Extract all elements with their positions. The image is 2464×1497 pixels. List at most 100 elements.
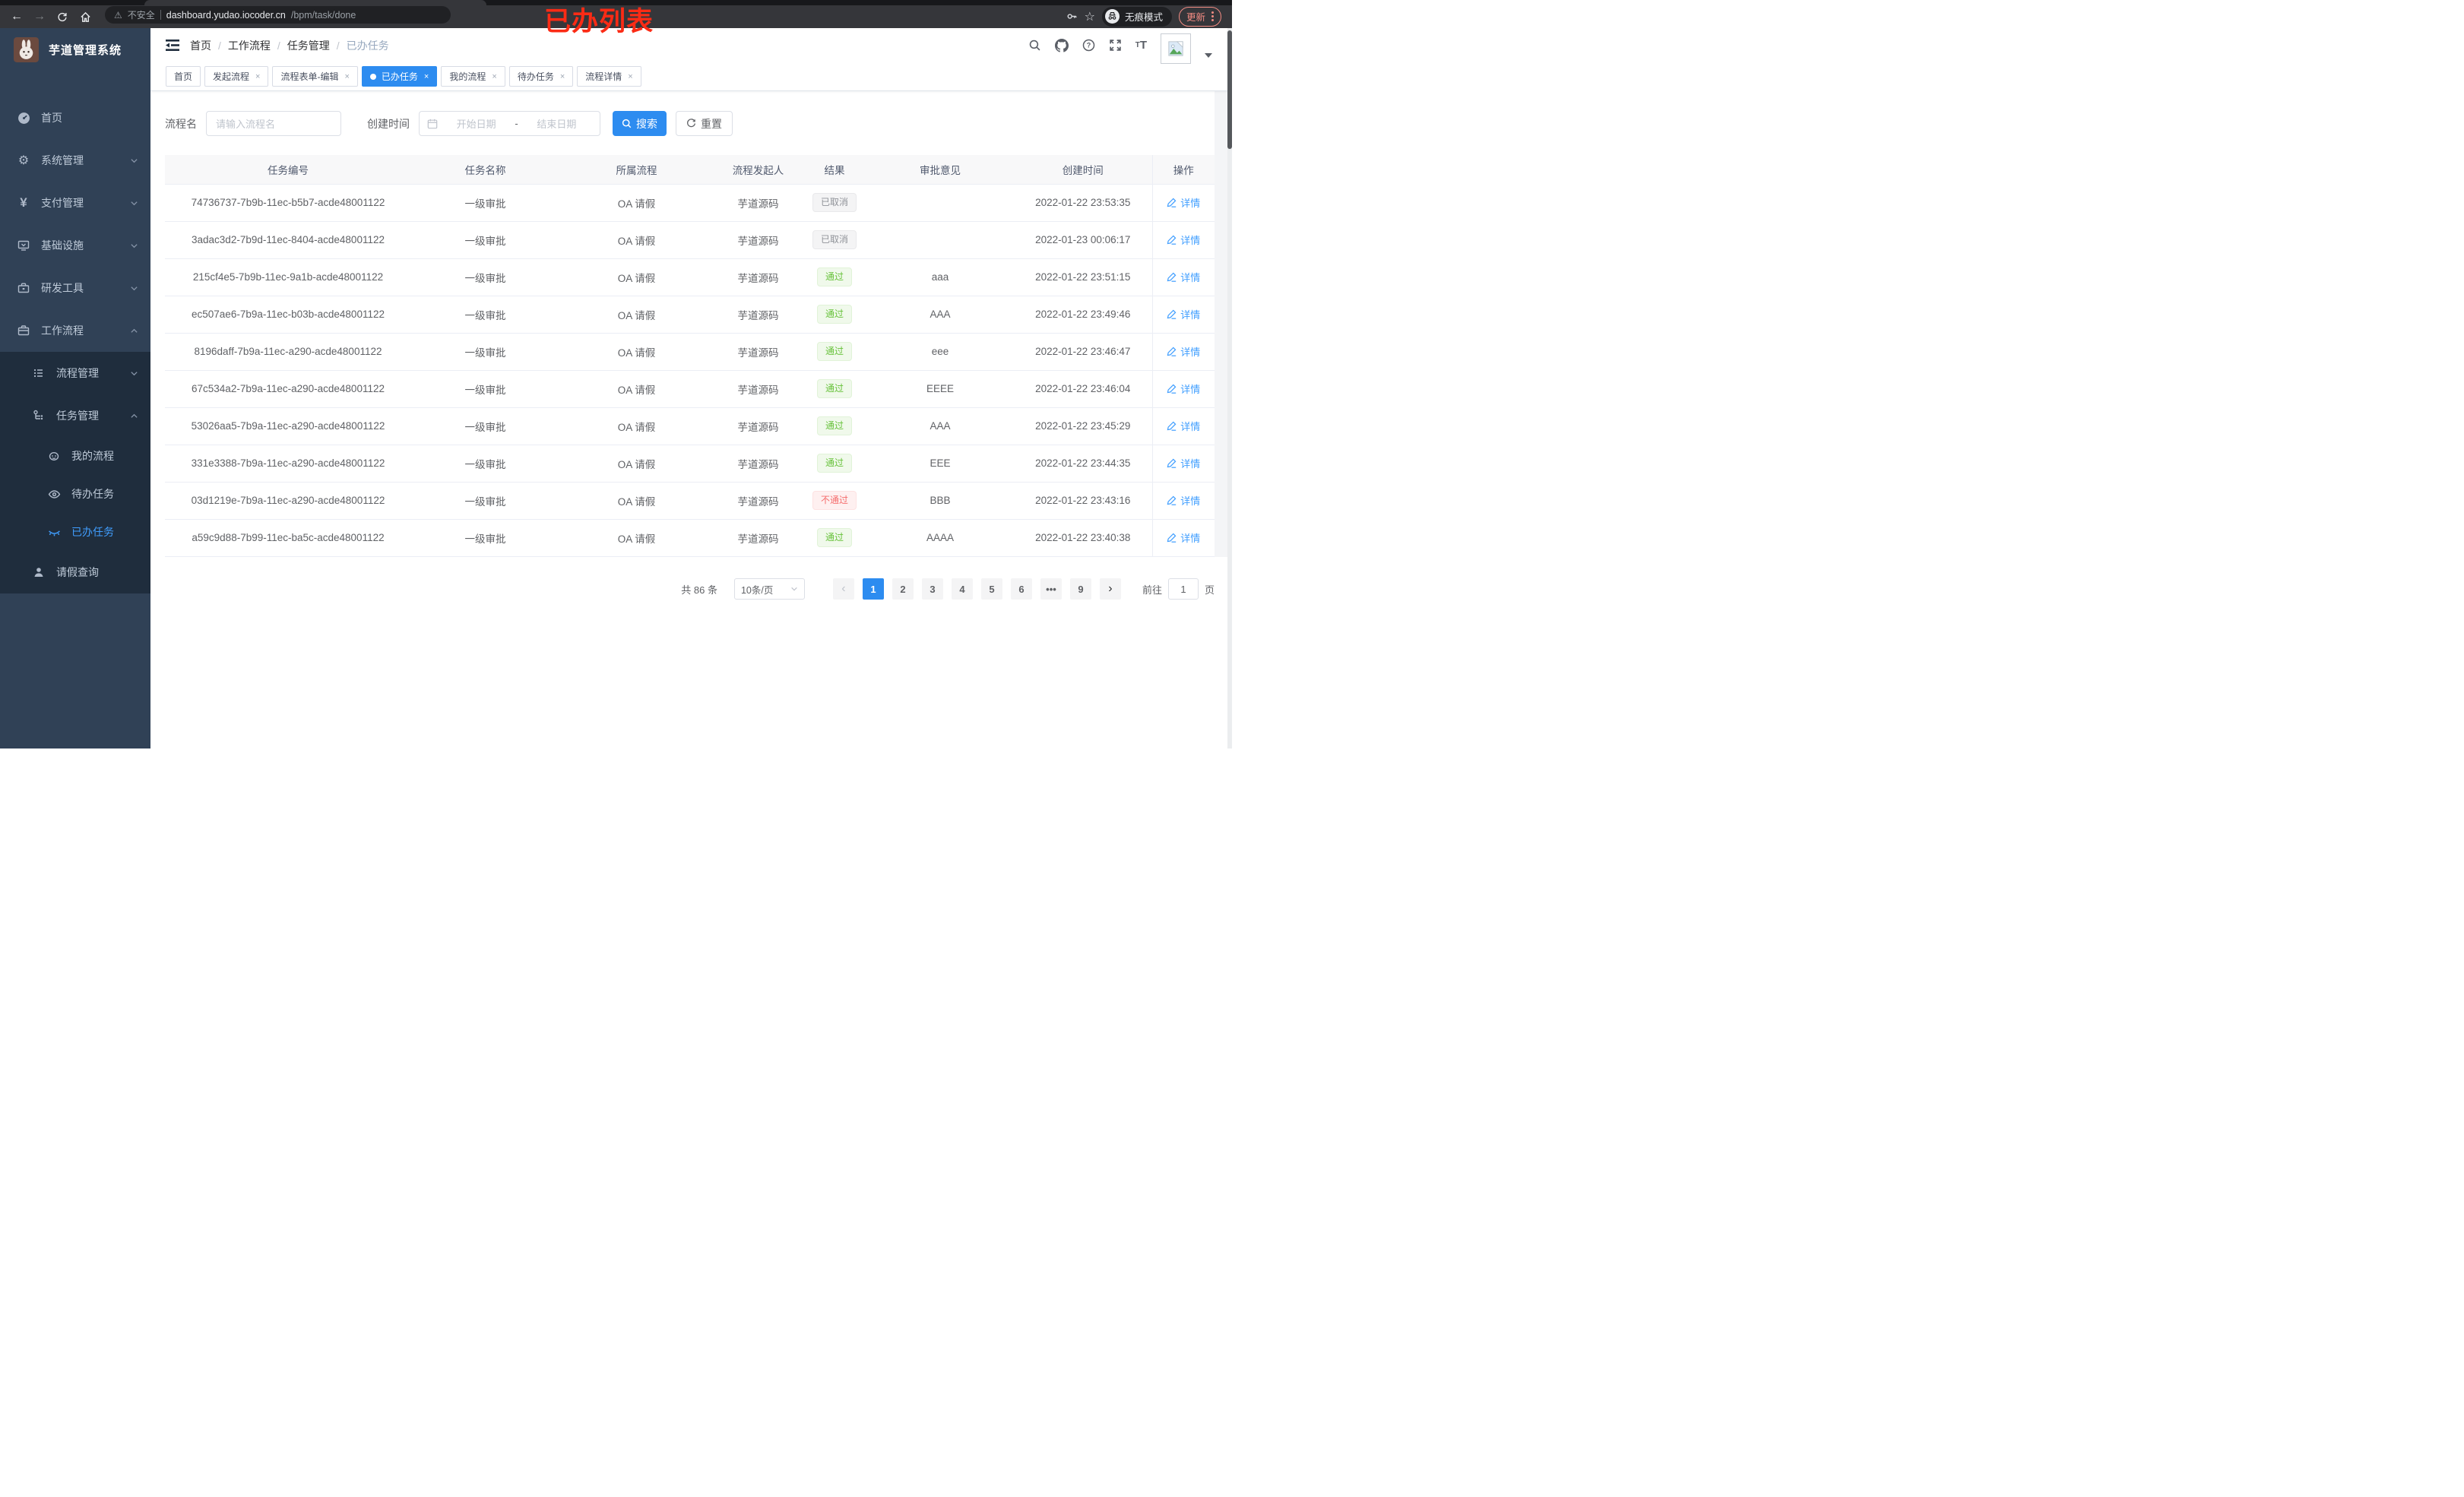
detail-link[interactable]: 详情 [1167, 456, 1200, 470]
incognito-icon [1104, 9, 1120, 24]
table-row: 03d1219e-7b9a-11ec-a290-acde48001122 一级审… [165, 482, 1215, 520]
detail-link[interactable]: 详情 [1167, 493, 1200, 508]
page-number-button[interactable]: 4 [951, 578, 973, 600]
fullscreen-icon[interactable] [1109, 39, 1122, 52]
cell-result: 通过 [803, 519, 866, 557]
close-icon[interactable] [424, 72, 429, 81]
bookmark-star-icon[interactable]: ☆ [1084, 10, 1095, 24]
sidebar-item-process-mgmt[interactable]: 流程管理 [0, 352, 150, 394]
sidebar-item-my-process[interactable]: 我的流程 [0, 437, 150, 475]
close-icon[interactable] [560, 72, 565, 81]
date-range-input[interactable]: 开始日期 - 结束日期 [419, 111, 600, 136]
breadcrumb-task-mgmt[interactable]: 任务管理 [287, 38, 347, 53]
cell-create-time: 2022-01-22 23:40:38 [1014, 519, 1152, 557]
edit-pen-icon [1167, 533, 1177, 543]
sidebar-collapse-icon[interactable] [166, 39, 179, 52]
reset-button[interactable]: 重置 [676, 111, 733, 136]
close-icon[interactable] [255, 72, 260, 81]
end-date-placeholder: 结束日期 [537, 119, 577, 130]
gear-icon: ⚙ [17, 154, 30, 167]
page-number-button[interactable]: 3 [921, 578, 943, 600]
cell-starter: 芋道源码 [714, 296, 803, 334]
close-icon[interactable] [628, 72, 632, 81]
close-icon[interactable] [492, 72, 496, 81]
back-icon[interactable]: ← [11, 10, 23, 23]
view-tab[interactable]: 已办任务 [361, 66, 438, 87]
detail-link[interactable]: 详情 [1167, 419, 1200, 433]
view-tab[interactable]: 首页 [166, 66, 201, 87]
sidebar-item-infrastructure[interactable]: 基础设施 [0, 224, 150, 267]
result-badge: 通过 [816, 379, 852, 398]
cell-starter: 芋道源码 [714, 370, 803, 408]
page-number-button[interactable]: ••• [1040, 578, 1062, 600]
table-header-row: 任务编号 任务名称 所属流程 流程发起人 结果 审批意见 创建时间 操作 [165, 155, 1215, 185]
browser-update-button[interactable]: 更新 [1178, 6, 1221, 27]
cell-create-time: 2022-01-22 23:46:04 [1014, 370, 1152, 408]
chevron-down-icon [130, 284, 138, 293]
github-icon[interactable] [1054, 38, 1069, 52]
cell-actions: 详情 [1151, 296, 1215, 334]
sidebar-item-done-tasks[interactable]: 已办任务 [0, 513, 150, 551]
detail-link[interactable]: 详情 [1167, 344, 1200, 359]
sidebar-item-payment[interactable]: ¥ 支付管理 [0, 182, 150, 224]
avatar[interactable] [1161, 33, 1191, 64]
avatar-dropdown-icon[interactable] [1205, 52, 1212, 58]
browser-menu-icon[interactable] [1211, 11, 1214, 21]
page-scrollbar[interactable] [1227, 28, 1232, 748]
sidebar-item-system[interactable]: ⚙ 系统管理 [0, 139, 150, 182]
detail-link[interactable]: 详情 [1167, 195, 1200, 210]
next-page-button[interactable]: › [1099, 578, 1121, 600]
view-tab[interactable]: 待办任务 [508, 66, 574, 87]
detail-link[interactable]: 详情 [1167, 530, 1200, 545]
view-tab[interactable]: 流程表单-编辑 [272, 66, 358, 87]
close-icon[interactable] [344, 72, 349, 81]
process-name-input[interactable]: 请输入流程名 [206, 111, 341, 136]
help-icon[interactable]: ? [1082, 39, 1095, 52]
forward-icon[interactable]: → [33, 10, 46, 23]
cell-task-id: a59c9d88-7b99-11ec-ba5c-acde48001122 [165, 519, 411, 557]
page-number-button[interactable]: 1 [862, 578, 884, 600]
cell-comment: AAAA [866, 519, 1014, 557]
scrollbar-thumb[interactable] [1227, 30, 1232, 149]
sidebar-item-home[interactable]: 首页 [0, 97, 150, 139]
url-bar[interactable]: ⚠ 不安全 dashboard.yudao.iocoder.cn/bpm/tas… [105, 6, 451, 24]
cell-result: 通过 [803, 407, 866, 445]
cell-task-id: 331e3388-7b9a-11ec-a290-acde48001122 [165, 445, 411, 483]
goto-page-input[interactable] [1167, 578, 1199, 600]
detail-link[interactable]: 详情 [1167, 270, 1200, 284]
monitor-icon [15, 239, 32, 252]
col-create-time: 创建时间 [1014, 155, 1152, 185]
cell-comment: EEEE [866, 370, 1014, 408]
view-tab[interactable]: 流程详情 [577, 66, 641, 87]
cell-task-name: 一级审批 [411, 221, 559, 259]
cell-process: OA 请假 [559, 407, 714, 445]
pagination: 共 86 条 10条/页 ‹ 1 2 3 4 5 6 ••• 9 › 前往 页 [681, 578, 1215, 600]
search-icon[interactable] [1028, 39, 1041, 52]
cell-actions: 详情 [1151, 519, 1215, 557]
prev-page-button[interactable]: ‹ [832, 578, 854, 600]
sidebar-item-dev-tools[interactable]: 研发工具 [0, 267, 150, 309]
breadcrumb-workflow[interactable]: 工作流程 [228, 38, 287, 53]
home-icon[interactable] [78, 9, 93, 24]
detail-link[interactable]: 详情 [1167, 381, 1200, 396]
view-tab[interactable]: 发起流程 [204, 66, 269, 87]
sidebar-item-task-mgmt[interactable]: 任务管理 [0, 394, 150, 437]
page-number-button[interactable]: 9 [1069, 578, 1091, 600]
sidebar-item-leave-query[interactable]: 请假查询 [0, 551, 150, 593]
reload-icon[interactable] [55, 9, 70, 24]
detail-link[interactable]: 详情 [1167, 233, 1200, 247]
detail-link[interactable]: 详情 [1167, 307, 1200, 321]
page-size-select[interactable]: 10条/页 [733, 578, 805, 600]
cell-process: OA 请假 [559, 184, 714, 222]
view-tab[interactable]: 我的流程 [441, 66, 505, 87]
page-number-button[interactable]: 6 [1010, 578, 1032, 600]
key-icon[interactable] [1066, 11, 1078, 22]
breadcrumb-home[interactable]: 首页 [190, 38, 228, 53]
sidebar-item-workflow[interactable]: 工作流程 [0, 309, 150, 352]
search-button[interactable]: 搜索 [613, 111, 667, 136]
page-number-button[interactable]: 5 [980, 578, 1002, 600]
browser-active-tab[interactable] [144, 0, 486, 5]
page-number-button[interactable]: 2 [892, 578, 914, 600]
sidebar-item-todo-tasks[interactable]: 待办任务 [0, 475, 150, 513]
